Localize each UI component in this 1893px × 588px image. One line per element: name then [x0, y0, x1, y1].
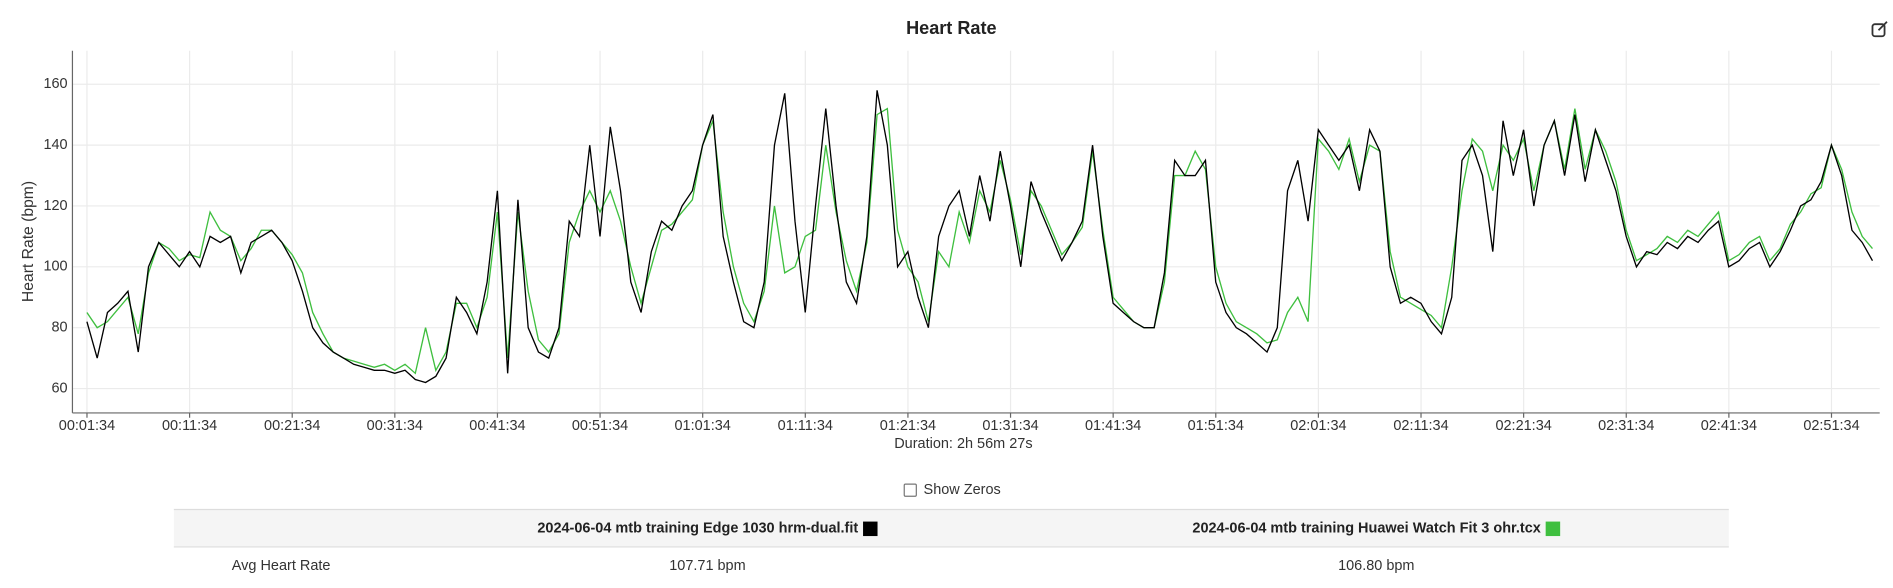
y-tick-label: 60 [52, 380, 68, 396]
x-tick-label: 01:31:34 [982, 418, 1038, 434]
y-tick-label: 100 [43, 259, 67, 275]
x-tick-label: 00:31:34 [367, 418, 423, 434]
x-tick-label: 01:01:34 [675, 418, 731, 434]
x-tick-label: 02:21:34 [1495, 418, 1551, 434]
row-label: Avg Heart Rate [232, 558, 331, 574]
series-line [86, 107, 1873, 375]
cell: 106.80 bpm [1338, 558, 1414, 574]
x-tick-label: 01:11:34 [778, 418, 833, 434]
y-tick-label: 120 [43, 198, 67, 214]
x-tick-label: 02:51:34 [1803, 418, 1859, 434]
show-zeros-checkbox[interactable] [903, 483, 917, 497]
x-tick-label: 00:41:34 [469, 418, 525, 434]
x-tick-label: 02:31:34 [1598, 418, 1654, 434]
chart-title: Heart Rate [906, 18, 997, 38]
x-tick-label: 00:21:34 [264, 418, 320, 434]
x-tick-label: 02:01:34 [1290, 418, 1346, 434]
series-line [86, 90, 1874, 384]
y-tick-label: 80 [52, 320, 68, 336]
x-tick-label: 00:51:34 [572, 418, 628, 434]
table-header [173, 509, 1729, 547]
x-tick-label: 01:41:34 [1085, 418, 1141, 434]
legend-swatch [863, 521, 878, 537]
x-tick-label: 00:11:34 [162, 418, 217, 434]
x-tick-label: 02:11:34 [1393, 418, 1448, 434]
legend-label: 2024-06-04 mtb training Huawei Watch Fit… [1192, 521, 1540, 537]
y-axis-label: Heart Rate (bpm) [20, 181, 37, 302]
x-axis-label: Duration: 2h 56m 27s [894, 436, 1032, 452]
export-icon[interactable] [1871, 21, 1888, 38]
cell: 107.71 bpm [669, 558, 745, 574]
legend-swatch [1545, 521, 1561, 537]
y-tick-label: 160 [43, 76, 67, 92]
show-zeros-label[interactable]: Show Zeros [924, 482, 1001, 498]
legend-label: 2024-06-04 mtb training Edge 1030 hrm-du… [537, 521, 858, 537]
x-tick-label: 01:21:34 [880, 418, 936, 434]
x-tick-label: 01:51:34 [1188, 418, 1244, 434]
x-tick-label: 02:41:34 [1701, 418, 1757, 434]
x-tick-label: 00:01:34 [59, 418, 115, 434]
y-tick-label: 140 [43, 137, 67, 153]
